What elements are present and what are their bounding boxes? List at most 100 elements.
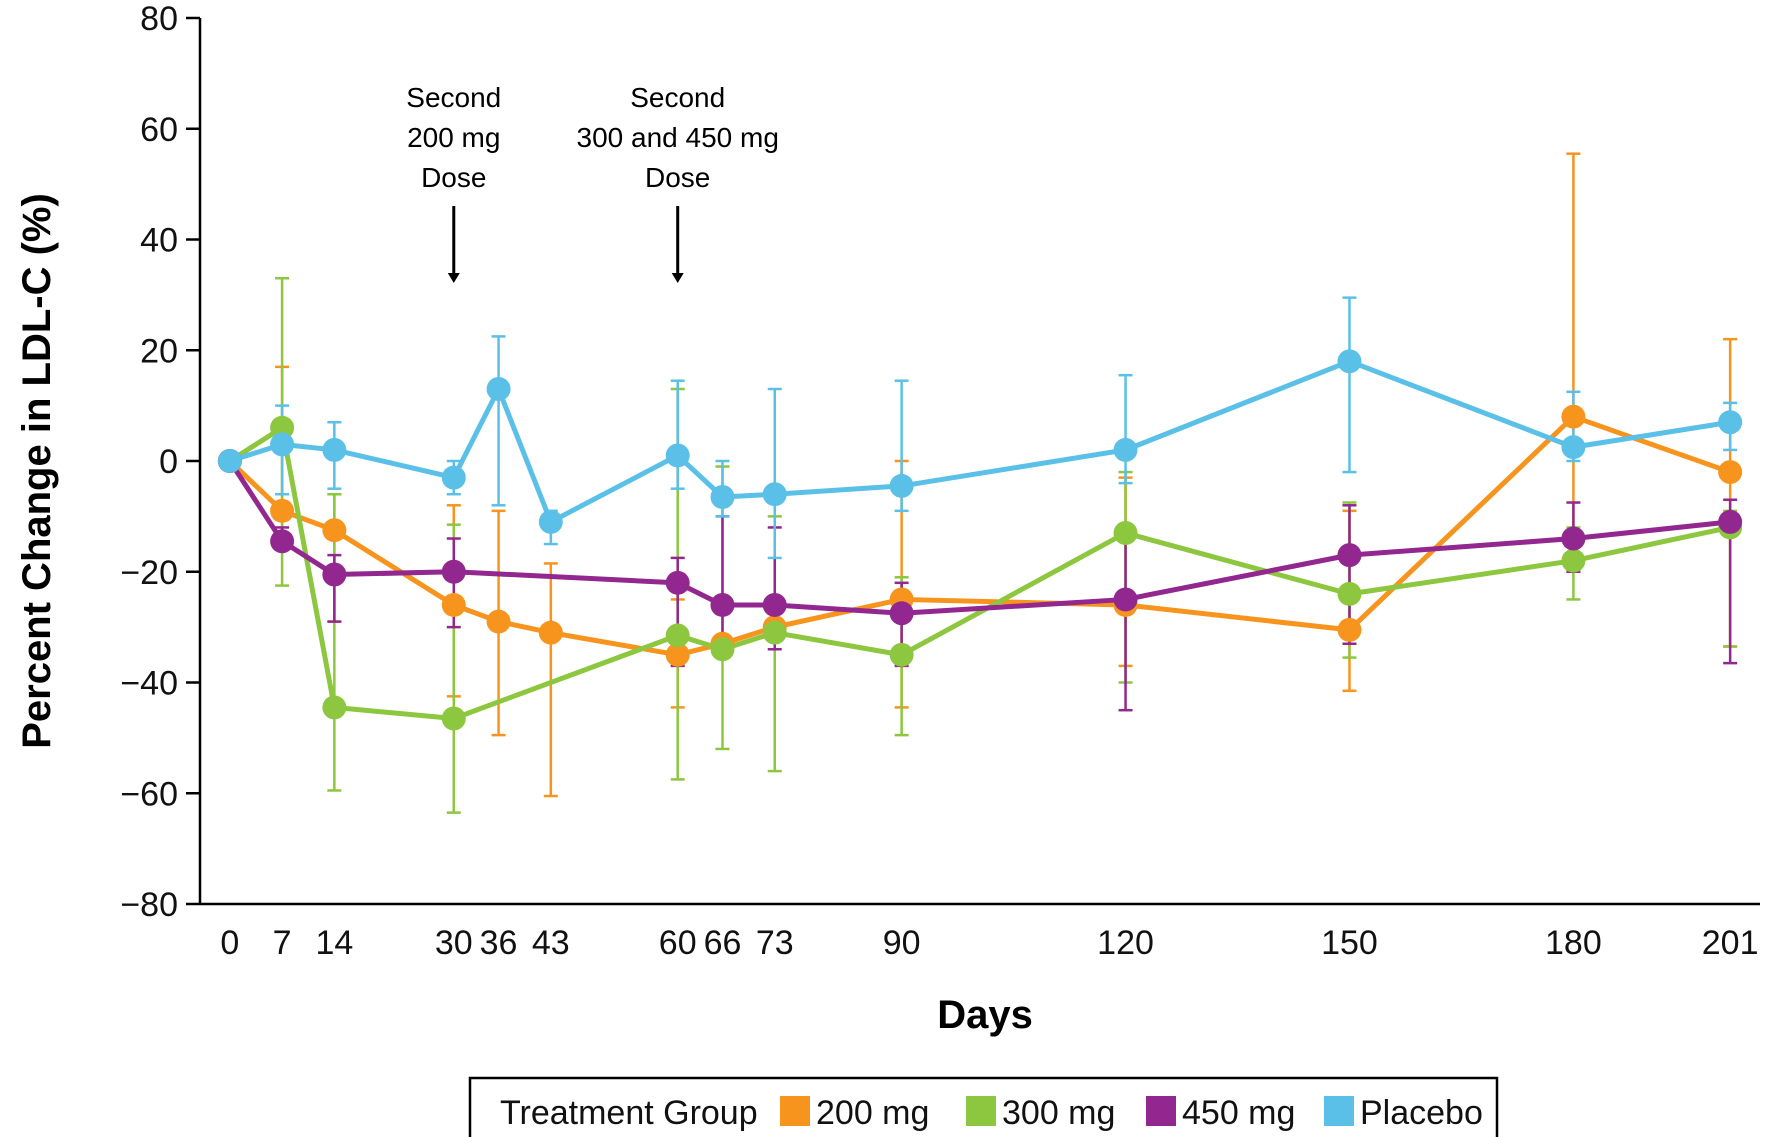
- error-bar-200-mg: [543, 562, 558, 798]
- x-ticks: 0 7 14 30 36 43 60 66 73 90 120 150 180 201: [220, 924, 1758, 962]
- error-bar-450-mg: [715, 515, 730, 645]
- x-axis-title: Days: [937, 993, 1033, 1037]
- error-bar-200-mg: [1566, 152, 1581, 535]
- legend-items: 200 mg 300 mg 450 mg Placebo: [780, 1094, 1483, 1132]
- y-tick-label: 20: [140, 332, 178, 370]
- error-bar-placebo: [1342, 296, 1357, 474]
- x-tick-label: 14: [315, 924, 353, 962]
- y-tick-label: −40: [120, 665, 178, 703]
- data-point-placebo: [270, 432, 295, 457]
- error-bar-300-mg: [327, 492, 342, 792]
- legend-swatch-300-mg: [966, 1096, 996, 1126]
- data-point-450-mg: [322, 562, 347, 587]
- annotation-text: Dose: [645, 162, 710, 193]
- x-tick-label: 120: [1097, 924, 1154, 962]
- data-point-placebo: [1718, 410, 1743, 435]
- y-tick-label: 60: [140, 111, 178, 149]
- data-point-450-mg: [270, 529, 295, 554]
- legend: Treatment Group 200 mg 300 mg 450 mg Placeb…: [468, 1076, 1499, 1137]
- x-tick-label: 36: [480, 924, 518, 962]
- data-point-placebo: [665, 443, 690, 468]
- data-point-placebo: [322, 437, 347, 462]
- annotation-text: 200 mg: [407, 122, 500, 153]
- y-ticks: 80 60 40 20 0 −20 −40 −60 −80: [120, 0, 200, 924]
- data-point-450-mg: [1561, 526, 1586, 551]
- data-point-placebo: [1113, 437, 1138, 462]
- data-point-placebo: [441, 465, 466, 490]
- x-tick-label: 43: [532, 924, 570, 962]
- annotation-text: Second: [406, 82, 501, 113]
- data-point-450-mg: [889, 601, 914, 626]
- legend-item-300-mg: 300 mg: [966, 1094, 1115, 1132]
- y-tick-label: −60: [120, 775, 178, 813]
- data-point-200-mg: [322, 518, 347, 543]
- series-line-200-mg: [228, 414, 1731, 658]
- data-point-placebo: [217, 449, 242, 473]
- data-point-200-mg: [1561, 404, 1586, 429]
- data-point-placebo: [762, 482, 787, 507]
- data-point-450-mg: [441, 559, 466, 584]
- data-point-300-mg: [1337, 581, 1362, 606]
- data-point-300-mg: [665, 623, 690, 648]
- data-point-450-mg: [665, 570, 690, 595]
- y-tick-label: 80: [140, 0, 178, 38]
- data-point-300-mg: [322, 695, 347, 720]
- data-point-450-mg: [1113, 587, 1138, 612]
- x-tick-label: 201: [1702, 924, 1759, 962]
- legend-title: Treatment Group: [500, 1094, 758, 1132]
- x-tick-label: 150: [1321, 924, 1378, 962]
- data-point-450-mg: [710, 592, 735, 617]
- error-bar-placebo: [491, 335, 506, 507]
- y-tick-label: −80: [120, 886, 178, 924]
- annotations-layer: Second 200 mg Dose Second 300 and 450 mg Dose: [406, 82, 779, 283]
- annotation-text: Dose: [421, 162, 486, 193]
- dose-annotation: Second 200 mg Dose: [406, 82, 501, 283]
- x-tick-label: 0: [220, 924, 239, 962]
- legend-label-200-mg: 200 mg: [816, 1094, 929, 1132]
- data-point-450-mg: [1718, 509, 1743, 534]
- legend-label-450-mg: 450 mg: [1182, 1094, 1295, 1132]
- data-point-placebo: [889, 473, 914, 498]
- legend-swatch-200-mg: [780, 1096, 810, 1126]
- x-tick-label: 30: [435, 924, 473, 962]
- data-point-300-mg: [889, 642, 914, 667]
- data-point-300-mg: [1561, 548, 1586, 573]
- data-point-300-mg: [441, 706, 466, 731]
- error-bar-placebo: [670, 379, 685, 490]
- data-point-200-mg: [665, 642, 690, 667]
- data-point-200-mg: [441, 592, 466, 617]
- annotation-text: 300 and 450 mg: [577, 122, 779, 153]
- legend-label-300-mg: 300 mg: [1002, 1094, 1115, 1132]
- data-point-200-mg: [538, 620, 563, 645]
- data-point-300-mg: [762, 620, 787, 645]
- data-point-300-mg: [1113, 520, 1138, 545]
- y-tick-label: −20: [120, 554, 178, 592]
- data-point-450-mg: [762, 592, 787, 617]
- data-point-300-mg: [710, 637, 735, 662]
- data-point-200-mg: [486, 609, 511, 634]
- annotation-text: Second: [630, 82, 725, 113]
- points-layer: [217, 349, 1743, 731]
- data-point-placebo: [486, 377, 511, 402]
- legend-item-200-mg: 200 mg: [780, 1094, 929, 1132]
- x-tick-label: 90: [883, 924, 921, 962]
- data-point-placebo: [538, 509, 563, 534]
- x-tick-label: 180: [1545, 924, 1602, 962]
- error-bar-placebo: [767, 387, 782, 560]
- data-point-placebo: [1337, 349, 1362, 374]
- data-point-placebo: [710, 484, 735, 509]
- dose-annotation: Second 300 and 450 mg Dose: [577, 82, 779, 283]
- series-line-300-mg: [228, 425, 1731, 721]
- series-line-placebo: [229, 358, 1731, 525]
- data-point-placebo: [1561, 435, 1586, 460]
- legend-swatch-450-mg: [1146, 1096, 1176, 1126]
- legend-label-placebo: Placebo: [1360, 1094, 1483, 1132]
- legend-item-450-mg: 450 mg: [1146, 1094, 1295, 1132]
- y-axis-title: Percent Change in LDL-C (%): [15, 193, 59, 749]
- data-point-200-mg: [1718, 460, 1743, 485]
- data-point-200-mg: [1337, 617, 1362, 642]
- data-point-450-mg: [1337, 543, 1362, 568]
